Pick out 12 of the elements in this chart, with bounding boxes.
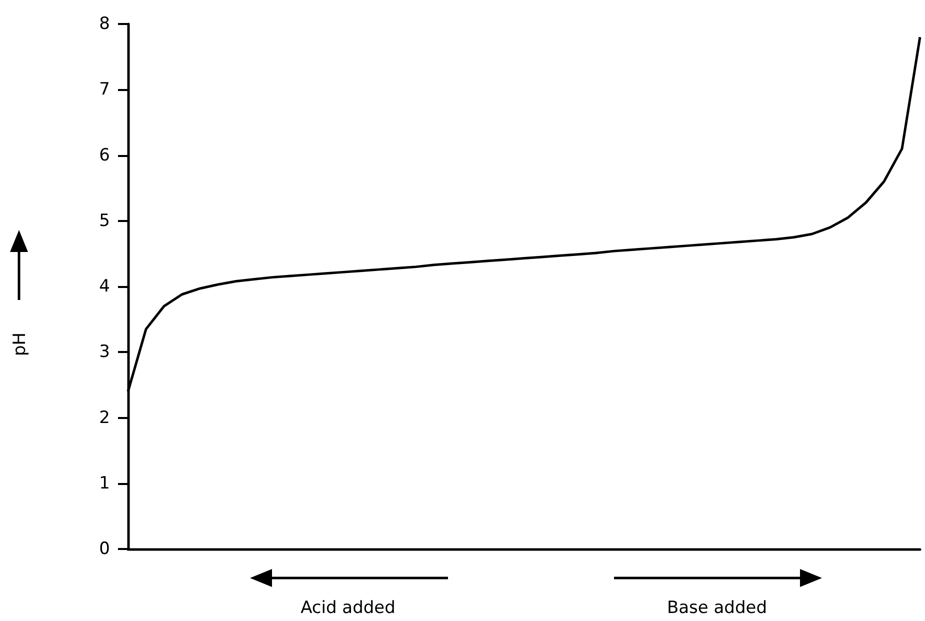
y-tick-label: 8 bbox=[99, 14, 110, 34]
y-tick-label: 2 bbox=[99, 408, 110, 428]
y-axis-title: pH bbox=[10, 332, 30, 356]
text: Acid added bbox=[300, 598, 396, 618]
text: Base added bbox=[666, 598, 768, 618]
y-tick-label: 1 bbox=[99, 473, 110, 494]
y-tick-label: 3 bbox=[99, 342, 110, 362]
y-tick-label: 6 bbox=[99, 145, 110, 166]
y-tick-label: 4 bbox=[99, 276, 110, 296]
y-tick-label: 0 bbox=[99, 539, 110, 559]
y-tick-label: 5 bbox=[99, 210, 110, 231]
y-tick-label: 7 bbox=[99, 80, 110, 100]
